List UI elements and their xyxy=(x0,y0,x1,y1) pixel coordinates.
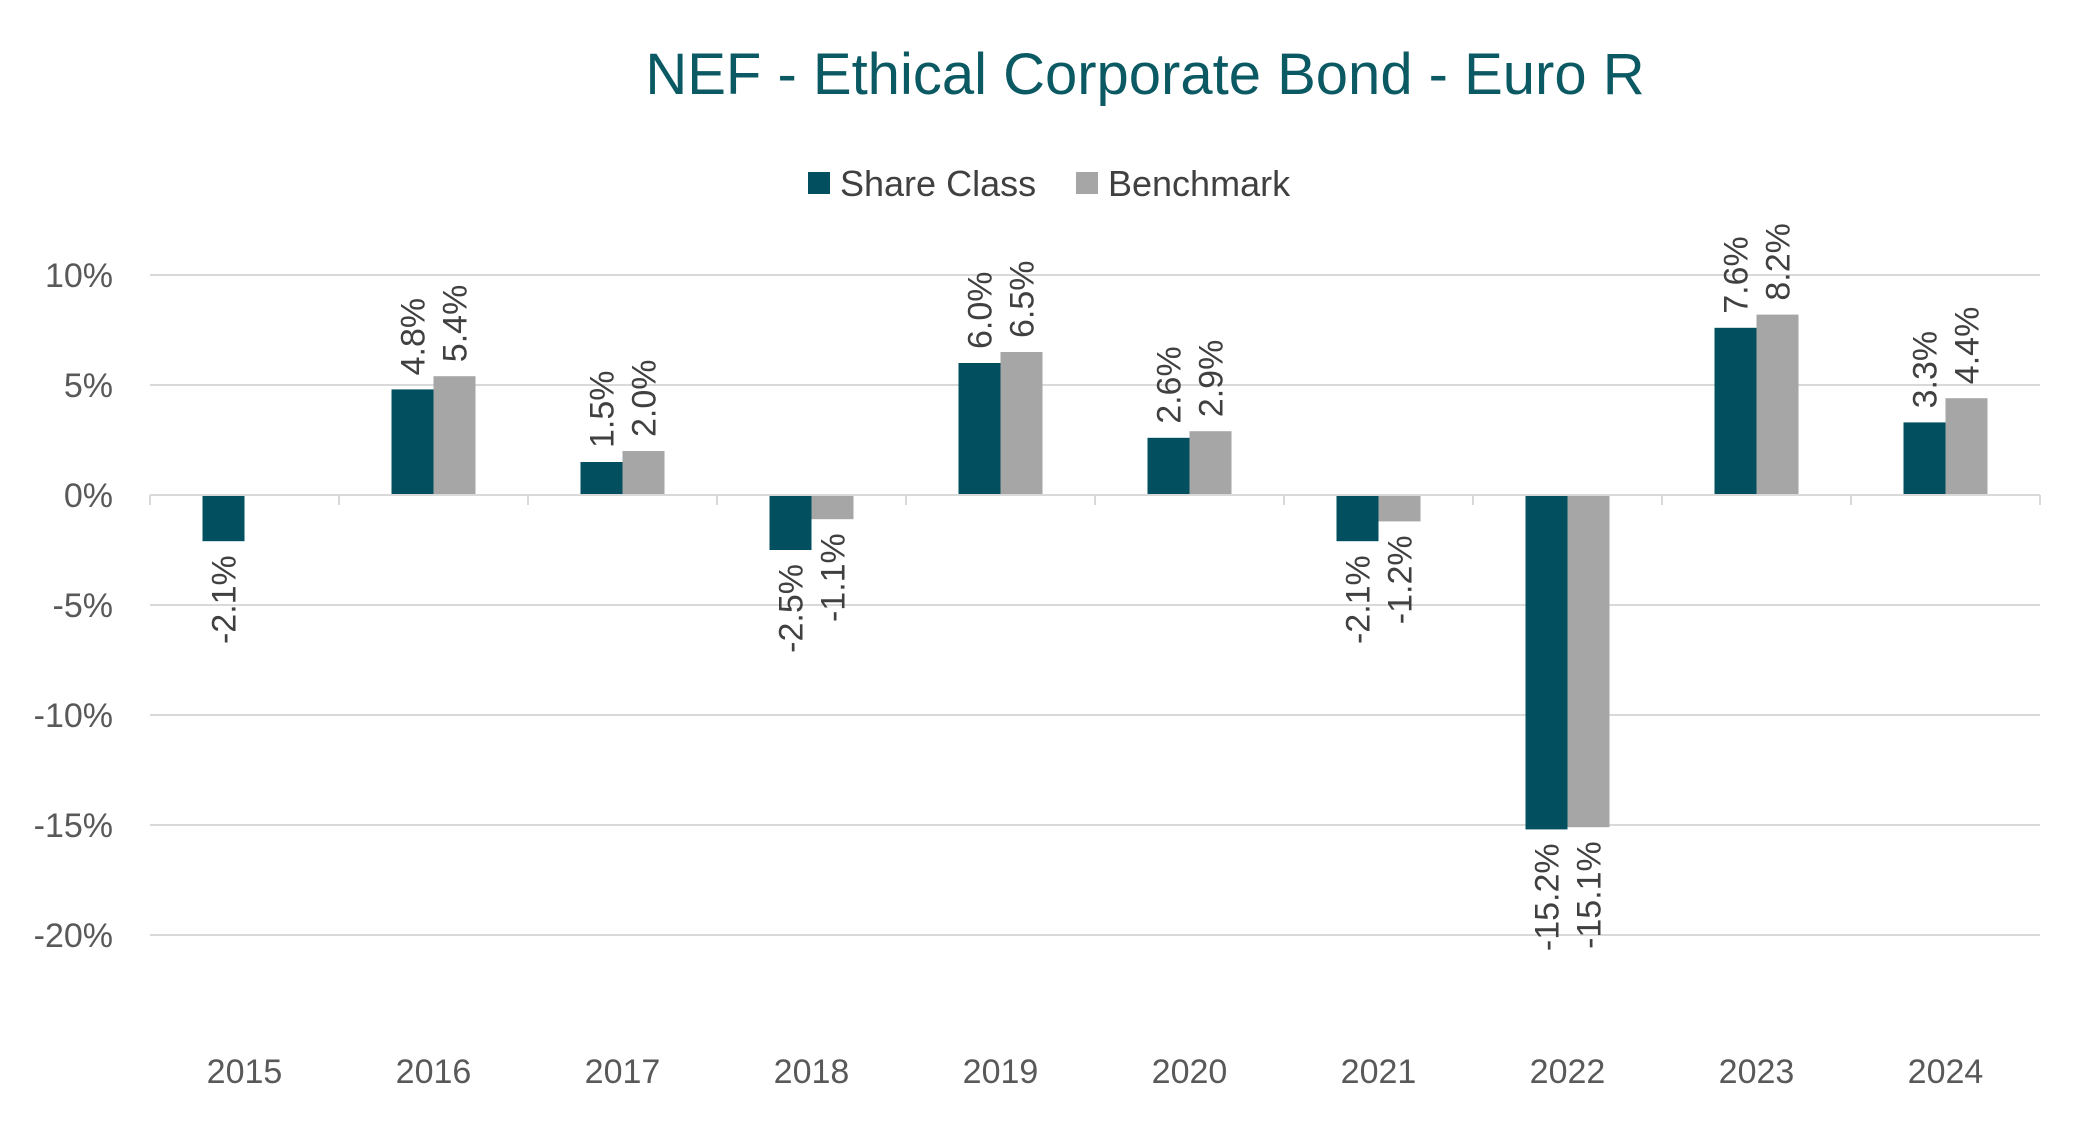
bar-share-class-2024 xyxy=(1903,422,1946,495)
data-label-share-class-2024: 3.3% xyxy=(1907,331,1945,409)
x-tick-label: 2018 xyxy=(774,1053,850,1091)
x-tick-label: 2022 xyxy=(1530,1053,1606,1091)
data-label-share-class-2023: 7.6% xyxy=(1718,236,1756,314)
data-label-benchmark-2018: -1.1% xyxy=(815,533,853,622)
legend-label-benchmark: Benchmark xyxy=(1108,163,1291,204)
y-tick-label: -15% xyxy=(34,807,113,845)
data-label-benchmark-2024: 4.4% xyxy=(1949,307,1987,385)
x-axis-tick-labels: 2015 2016 2017 2018 2019 2020 2021 2022 2023 2024 xyxy=(207,1053,1984,1091)
x-tick-label: 2023 xyxy=(1719,1053,1795,1091)
bar-benchmark-2023 xyxy=(1756,314,1799,495)
data-label-share-class-2015: -2.1% xyxy=(206,555,244,644)
data-label-benchmark-2023: 8.2% xyxy=(1760,223,1798,301)
bar-share-class-2019 xyxy=(958,363,1001,495)
bar-benchmark-2016 xyxy=(433,376,476,495)
x-tick-label: 2019 xyxy=(963,1053,1039,1091)
x-axis xyxy=(149,494,2041,505)
data-labels: -2.1% 4.8% 1.5% -2.5% 6.0% 2.6% -2.1% -15.2% 7.6… xyxy=(206,223,1987,951)
bar-benchmark-2020 xyxy=(1189,431,1232,495)
data-label-share-class-2019: 6.0% xyxy=(962,272,1000,350)
data-label-share-class-2021: -2.1% xyxy=(1340,555,1378,644)
data-label-benchmark-2020: 2.9% xyxy=(1193,340,1231,418)
y-tick-label: -10% xyxy=(34,697,113,735)
y-tick-label: -5% xyxy=(53,587,113,625)
data-label-benchmark-2022: -15.1% xyxy=(1571,841,1609,949)
legend-swatch-share-class xyxy=(808,172,830,194)
bar-share-class-2023 xyxy=(1714,327,1757,495)
x-tick-label: 2016 xyxy=(396,1053,472,1091)
bar-benchmark-2022 xyxy=(1567,495,1610,828)
data-label-share-class-2020: 2.6% xyxy=(1151,346,1189,424)
y-tick-label: -20% xyxy=(34,917,113,955)
data-label-share-class-2016: 4.8% xyxy=(395,298,433,376)
legend-swatch-benchmark xyxy=(1076,172,1098,194)
bar-share-class-2018 xyxy=(769,495,812,550)
legend-label-share-class: Share Class xyxy=(840,163,1036,204)
y-tick-label: 0% xyxy=(64,477,113,515)
y-tick-label: 5% xyxy=(64,367,113,405)
bar-share-class-2020 xyxy=(1147,437,1190,495)
bar-benchmark-2024 xyxy=(1945,398,1988,495)
data-label-benchmark-2019: 6.5% xyxy=(1004,261,1042,339)
bar-benchmark-2018 xyxy=(811,495,854,520)
bar-benchmark-2017 xyxy=(622,451,665,495)
data-label-share-class-2018: -2.5% xyxy=(773,564,811,653)
bar-share-class-2015 xyxy=(202,495,245,542)
chart-title: NEF - Ethical Corporate Bond - Euro R xyxy=(645,42,1644,107)
bar-benchmark-2019 xyxy=(1000,352,1043,495)
bar-share-class-2021 xyxy=(1336,495,1379,542)
y-tick-label: 10% xyxy=(45,257,113,295)
x-tick-label: 2017 xyxy=(585,1053,661,1091)
legend: Share Class Benchmark xyxy=(808,163,1291,204)
data-label-benchmark-2021: -1.2% xyxy=(1382,535,1420,624)
bar-share-class-2017 xyxy=(580,462,623,495)
x-tick-label: 2015 xyxy=(207,1053,283,1091)
data-label-share-class-2017: 1.5% xyxy=(584,371,622,449)
data-label-benchmark-2016: 5.4% xyxy=(437,285,475,363)
bar-benchmark-2021 xyxy=(1378,495,1421,522)
bars xyxy=(202,314,1988,830)
y-axis: 10% 5% 0% -5% -10% -15% -20% xyxy=(34,257,113,955)
data-label-benchmark-2017: 2.0% xyxy=(626,360,664,438)
x-tick-label: 2021 xyxy=(1341,1053,1417,1091)
data-label-share-class-2022: -15.2% xyxy=(1529,843,1567,951)
x-tick-label: 2024 xyxy=(1908,1053,1984,1091)
bar-share-class-2022 xyxy=(1525,495,1568,830)
x-tick-label: 2020 xyxy=(1152,1053,1228,1091)
bar-share-class-2016 xyxy=(391,389,434,495)
